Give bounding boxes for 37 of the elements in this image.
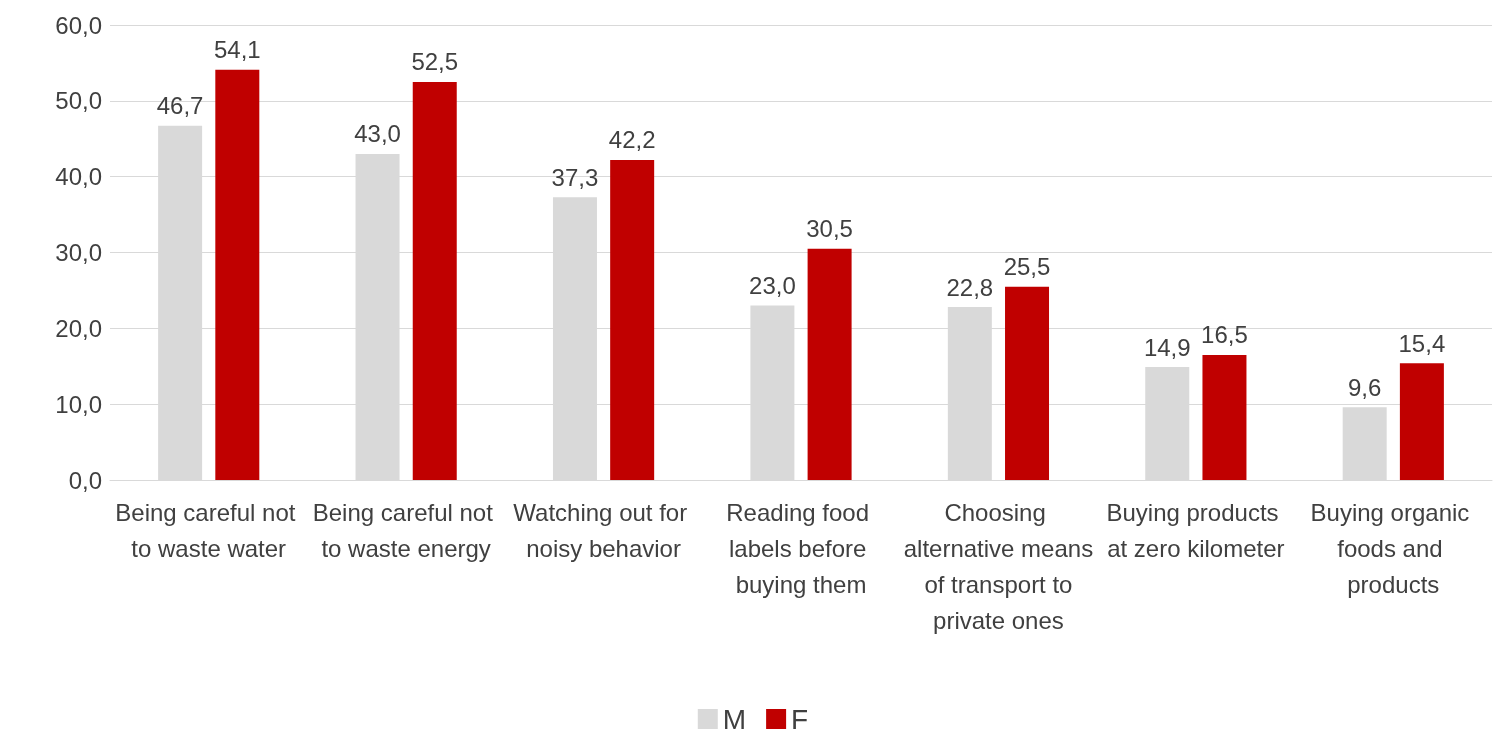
legend-label: F — [791, 703, 809, 735]
data-label: 54,1 — [213, 36, 261, 64]
x-tick-label: Being careful not to waste energy — [312, 498, 500, 562]
data-label: 43,0 — [354, 120, 401, 148]
bar — [412, 81, 457, 480]
x-tick-label: Choosing alternative means of transport to private ones — [903, 498, 1094, 634]
data-label: 14,9 — [1143, 333, 1191, 361]
data-label: 22,8 — [946, 273, 994, 301]
y-tick-label: 40,0 — [55, 163, 102, 191]
bar — [1005, 286, 1050, 480]
data-label: 23,0 — [749, 272, 796, 300]
y-tick-label: 30,0 — [55, 239, 102, 266]
y-tick-label: 10,0 — [55, 390, 102, 418]
x-tick-label: Reading food labels before buying them — [726, 498, 876, 598]
bar — [807, 248, 852, 480]
data-label: 37,3 — [551, 163, 599, 191]
data-label: 16,5 — [1201, 321, 1248, 349]
bar — [215, 69, 260, 480]
x-tick-label: Buying products at zero kilometer — [1106, 498, 1286, 562]
data-label: 30,5 — [806, 215, 853, 243]
x-tick-label: Being careful not to waste water — [115, 498, 303, 562]
y-tick-label: 60,0 — [55, 11, 102, 39]
data-label: 15,4 — [1398, 329, 1446, 357]
bar — [610, 159, 655, 480]
bar — [1202, 354, 1247, 480]
legend-label: M — [722, 703, 747, 735]
data-label: 46,7 — [156, 92, 204, 120]
data-label: 25,5 — [1003, 253, 1051, 281]
data-label: 52,5 — [411, 48, 459, 76]
data-label: 9,6 — [1348, 373, 1382, 401]
y-tick-label: 20,0 — [55, 314, 102, 342]
bar — [1399, 363, 1444, 480]
data-label: 42,2 — [608, 126, 656, 154]
x-tick-label: Watching out for noisy behavior — [513, 498, 694, 562]
y-tick-label: 50,0 — [55, 87, 102, 115]
x-tick-label: Buying organic foods and products — [1310, 498, 1476, 598]
y-tick-label: 0,0 — [68, 466, 102, 494]
